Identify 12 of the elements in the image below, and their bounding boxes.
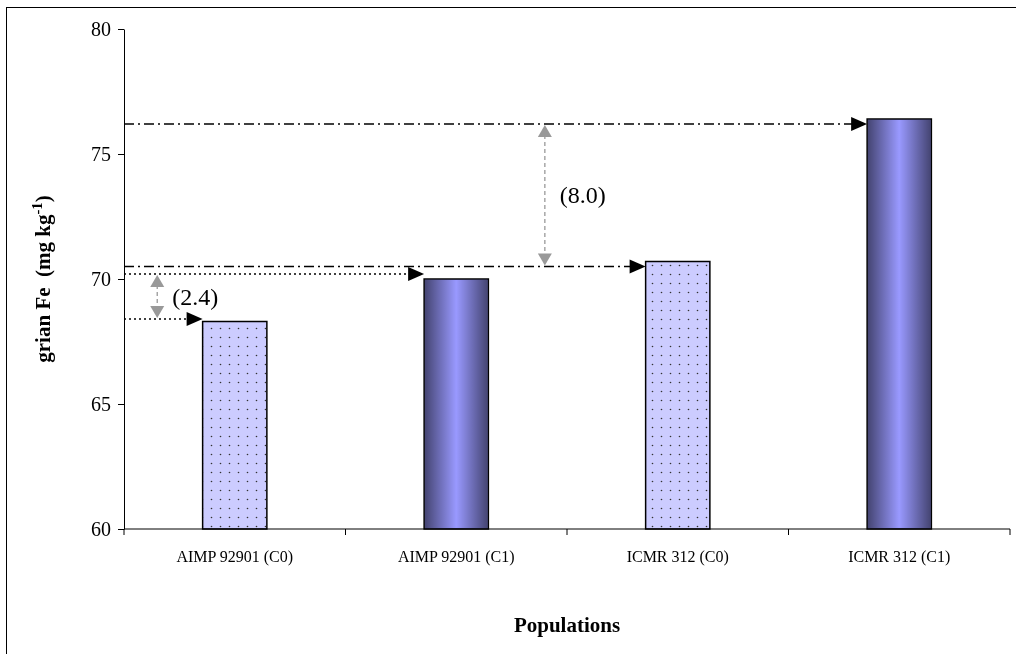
annotation: (2.4) [172, 283, 219, 310]
x-tick-label: ICMR 312 (C0) [626, 548, 729, 566]
x-tick-label: AIMP 92901 (C0) [176, 548, 294, 566]
y-tick-label: 70 [91, 267, 111, 290]
annotation: (8.0) [559, 182, 606, 209]
x-tick-label: ICMR 312 (C1) [848, 548, 951, 566]
x-tick-label: AIMP 92901 (C1) [397, 548, 515, 566]
y-tick-label: 60 [91, 517, 111, 540]
y-tick-label: 80 [91, 17, 111, 40]
y-tick-label: 65 [91, 392, 111, 415]
y-tick-label: 75 [91, 142, 111, 165]
x-axis-title: Populations [513, 613, 621, 637]
